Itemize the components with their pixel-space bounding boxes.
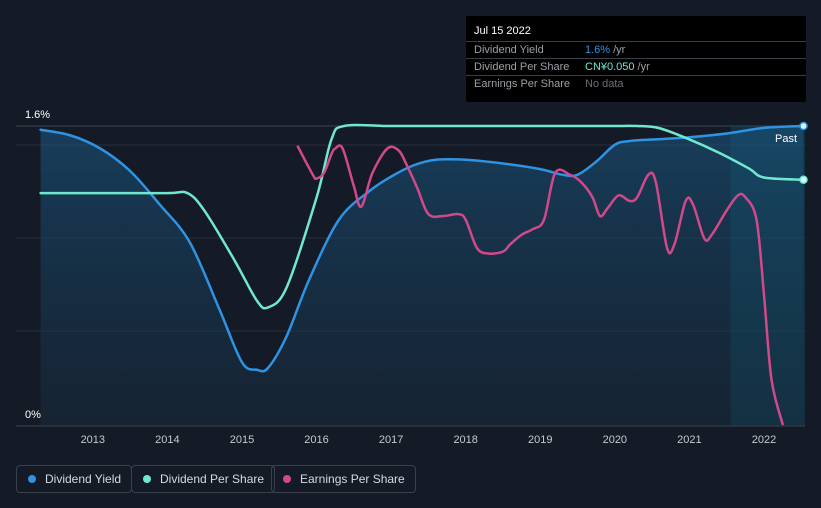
dividend-yield-area bbox=[40, 126, 804, 426]
x-tick-label: 2015 bbox=[230, 434, 254, 446]
legend-label: Earnings Per Share bbox=[300, 472, 405, 486]
x-tick-label: 2013 bbox=[81, 434, 105, 446]
x-tick-label: 2022 bbox=[752, 434, 776, 446]
tooltip-date: Jul 15 2022 bbox=[474, 25, 531, 37]
past-label: Past bbox=[775, 133, 797, 145]
x-tick-label: 2021 bbox=[677, 434, 701, 446]
x-tick-label: 2018 bbox=[453, 434, 477, 446]
y-tick-label: 0% bbox=[25, 409, 41, 421]
x-tick-label: 2020 bbox=[603, 434, 627, 446]
tooltip-row-earnings-per-share: Earnings Per Share No data bbox=[466, 75, 806, 93]
tooltip-row-dividend-yield: Dividend Yield 1.6%/yr bbox=[466, 41, 806, 59]
dividend-yield-end-point bbox=[799, 121, 808, 131]
y-tick-label: 1.6% bbox=[25, 109, 50, 121]
legend-dot-icon bbox=[143, 475, 151, 483]
tooltip-label: Dividend Per Share bbox=[474, 61, 570, 73]
dividend-per-share-end-point bbox=[799, 175, 808, 184]
tooltip-label: Earnings Per Share bbox=[474, 78, 570, 90]
legend-dividend-per-share[interactable]: Dividend Per Share bbox=[131, 465, 276, 493]
x-tick-label: 2019 bbox=[528, 434, 552, 446]
legend-dot-icon bbox=[283, 475, 291, 483]
earnings-per-share-line bbox=[296, 144, 784, 426]
tooltip-value: CN¥0.050/yr bbox=[585, 61, 650, 73]
legend-earnings-per-share[interactable]: Earnings Per Share bbox=[271, 465, 416, 493]
tooltip-value: No data bbox=[585, 78, 624, 90]
tooltip-row-dividend-per-share: Dividend Per Share CN¥0.050/yr bbox=[466, 58, 806, 76]
tooltip-value: 1.6%/yr bbox=[585, 44, 626, 56]
tooltip: Jul 15 2022 Dividend Yield 1.6%/yr Divid… bbox=[466, 16, 806, 102]
legend-label: Dividend Per Share bbox=[160, 472, 265, 486]
legend-dot-icon bbox=[28, 475, 36, 483]
legend-dividend-yield[interactable]: Dividend Yield bbox=[16, 465, 133, 493]
tooltip-label: Dividend Yield bbox=[474, 44, 544, 56]
legend-label: Dividend Yield bbox=[45, 472, 122, 486]
dividend-per-share-line bbox=[39, 123, 805, 310]
x-tick-label: 2017 bbox=[379, 434, 403, 446]
dividend-yield-line bbox=[39, 124, 805, 373]
x-tick-label: 2016 bbox=[304, 434, 328, 446]
x-tick-label: 2014 bbox=[155, 434, 179, 446]
